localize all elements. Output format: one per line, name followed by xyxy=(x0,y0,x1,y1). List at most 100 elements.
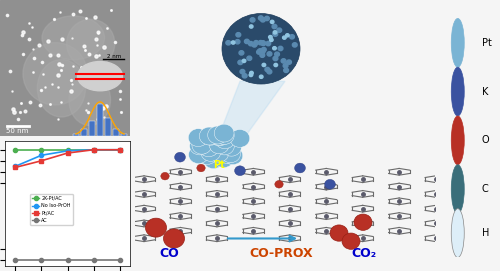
Circle shape xyxy=(242,74,247,78)
Circle shape xyxy=(240,69,245,74)
Circle shape xyxy=(222,138,242,156)
Ellipse shape xyxy=(42,16,104,60)
Circle shape xyxy=(282,36,286,39)
Circle shape xyxy=(236,33,240,37)
Circle shape xyxy=(242,59,246,63)
Circle shape xyxy=(174,152,186,162)
Circle shape xyxy=(230,130,250,147)
Bar xyxy=(80,129,87,136)
Ellipse shape xyxy=(38,60,86,117)
Circle shape xyxy=(201,143,220,161)
Circle shape xyxy=(238,60,242,64)
Circle shape xyxy=(192,136,212,154)
Circle shape xyxy=(146,218,167,237)
Circle shape xyxy=(261,41,266,46)
Circle shape xyxy=(223,147,243,165)
Circle shape xyxy=(451,209,464,257)
Circle shape xyxy=(199,139,218,157)
Circle shape xyxy=(256,50,262,54)
Bar xyxy=(97,104,103,136)
Text: C: C xyxy=(482,184,488,194)
Circle shape xyxy=(210,127,229,145)
Circle shape xyxy=(217,146,237,163)
Circle shape xyxy=(258,16,263,20)
Circle shape xyxy=(215,131,235,149)
Circle shape xyxy=(290,35,294,39)
Circle shape xyxy=(190,137,210,155)
Circle shape xyxy=(234,166,246,176)
Circle shape xyxy=(272,47,276,50)
Circle shape xyxy=(250,25,253,28)
Circle shape xyxy=(200,127,220,145)
Legend: 2K-Pt/AC, No Iso-PrOH, Pt/AC, AC: 2K-Pt/AC, No Iso-PrOH, Pt/AC, AC xyxy=(30,194,72,225)
Circle shape xyxy=(273,32,278,36)
Circle shape xyxy=(250,18,255,22)
Circle shape xyxy=(258,40,263,45)
Circle shape xyxy=(200,127,219,145)
Circle shape xyxy=(210,136,229,154)
Bar xyxy=(105,118,111,136)
Circle shape xyxy=(197,164,205,172)
Circle shape xyxy=(258,49,262,53)
Text: CO: CO xyxy=(159,247,179,260)
Bar xyxy=(113,129,119,136)
Circle shape xyxy=(235,40,240,44)
Circle shape xyxy=(260,50,265,54)
Text: CO₂: CO₂ xyxy=(351,247,376,260)
Circle shape xyxy=(222,14,300,84)
Circle shape xyxy=(204,151,224,169)
Circle shape xyxy=(214,124,234,142)
Circle shape xyxy=(286,34,289,37)
Circle shape xyxy=(161,172,169,180)
Polygon shape xyxy=(219,81,285,136)
Circle shape xyxy=(324,179,336,189)
Text: O: O xyxy=(482,136,490,145)
Circle shape xyxy=(247,56,252,60)
Circle shape xyxy=(354,214,372,230)
Circle shape xyxy=(277,28,281,33)
Circle shape xyxy=(267,52,272,56)
Circle shape xyxy=(250,71,254,75)
Circle shape xyxy=(214,150,234,168)
Circle shape xyxy=(210,128,230,146)
Circle shape xyxy=(226,41,230,45)
Circle shape xyxy=(260,41,265,45)
Text: K: K xyxy=(482,87,488,96)
Circle shape xyxy=(278,46,283,51)
Circle shape xyxy=(283,63,288,68)
Circle shape xyxy=(254,41,258,45)
Circle shape xyxy=(268,36,272,39)
Ellipse shape xyxy=(69,74,110,125)
Circle shape xyxy=(264,16,270,21)
Circle shape xyxy=(260,18,266,22)
Circle shape xyxy=(270,38,273,41)
Circle shape xyxy=(273,31,277,34)
Circle shape xyxy=(273,56,278,61)
Text: CO-PROX: CO-PROX xyxy=(249,247,312,260)
Circle shape xyxy=(248,41,253,46)
Circle shape xyxy=(188,129,208,147)
Circle shape xyxy=(267,70,272,74)
Circle shape xyxy=(292,43,297,47)
FancyArrowPatch shape xyxy=(228,236,295,241)
Circle shape xyxy=(451,165,464,214)
Bar xyxy=(121,134,128,136)
Circle shape xyxy=(244,39,249,44)
Bar xyxy=(89,121,95,136)
Circle shape xyxy=(274,63,278,67)
Circle shape xyxy=(284,68,288,73)
Circle shape xyxy=(188,146,208,164)
Circle shape xyxy=(252,43,257,47)
Text: H: H xyxy=(482,228,489,238)
Circle shape xyxy=(214,127,234,144)
Circle shape xyxy=(286,60,292,64)
Circle shape xyxy=(270,20,274,24)
Circle shape xyxy=(197,147,217,164)
Circle shape xyxy=(214,137,234,155)
Text: Pt: Pt xyxy=(482,38,492,48)
Circle shape xyxy=(274,52,280,56)
Ellipse shape xyxy=(23,43,88,105)
Text: 2 nm: 2 nm xyxy=(107,54,121,59)
Circle shape xyxy=(208,126,228,144)
Circle shape xyxy=(239,51,244,55)
